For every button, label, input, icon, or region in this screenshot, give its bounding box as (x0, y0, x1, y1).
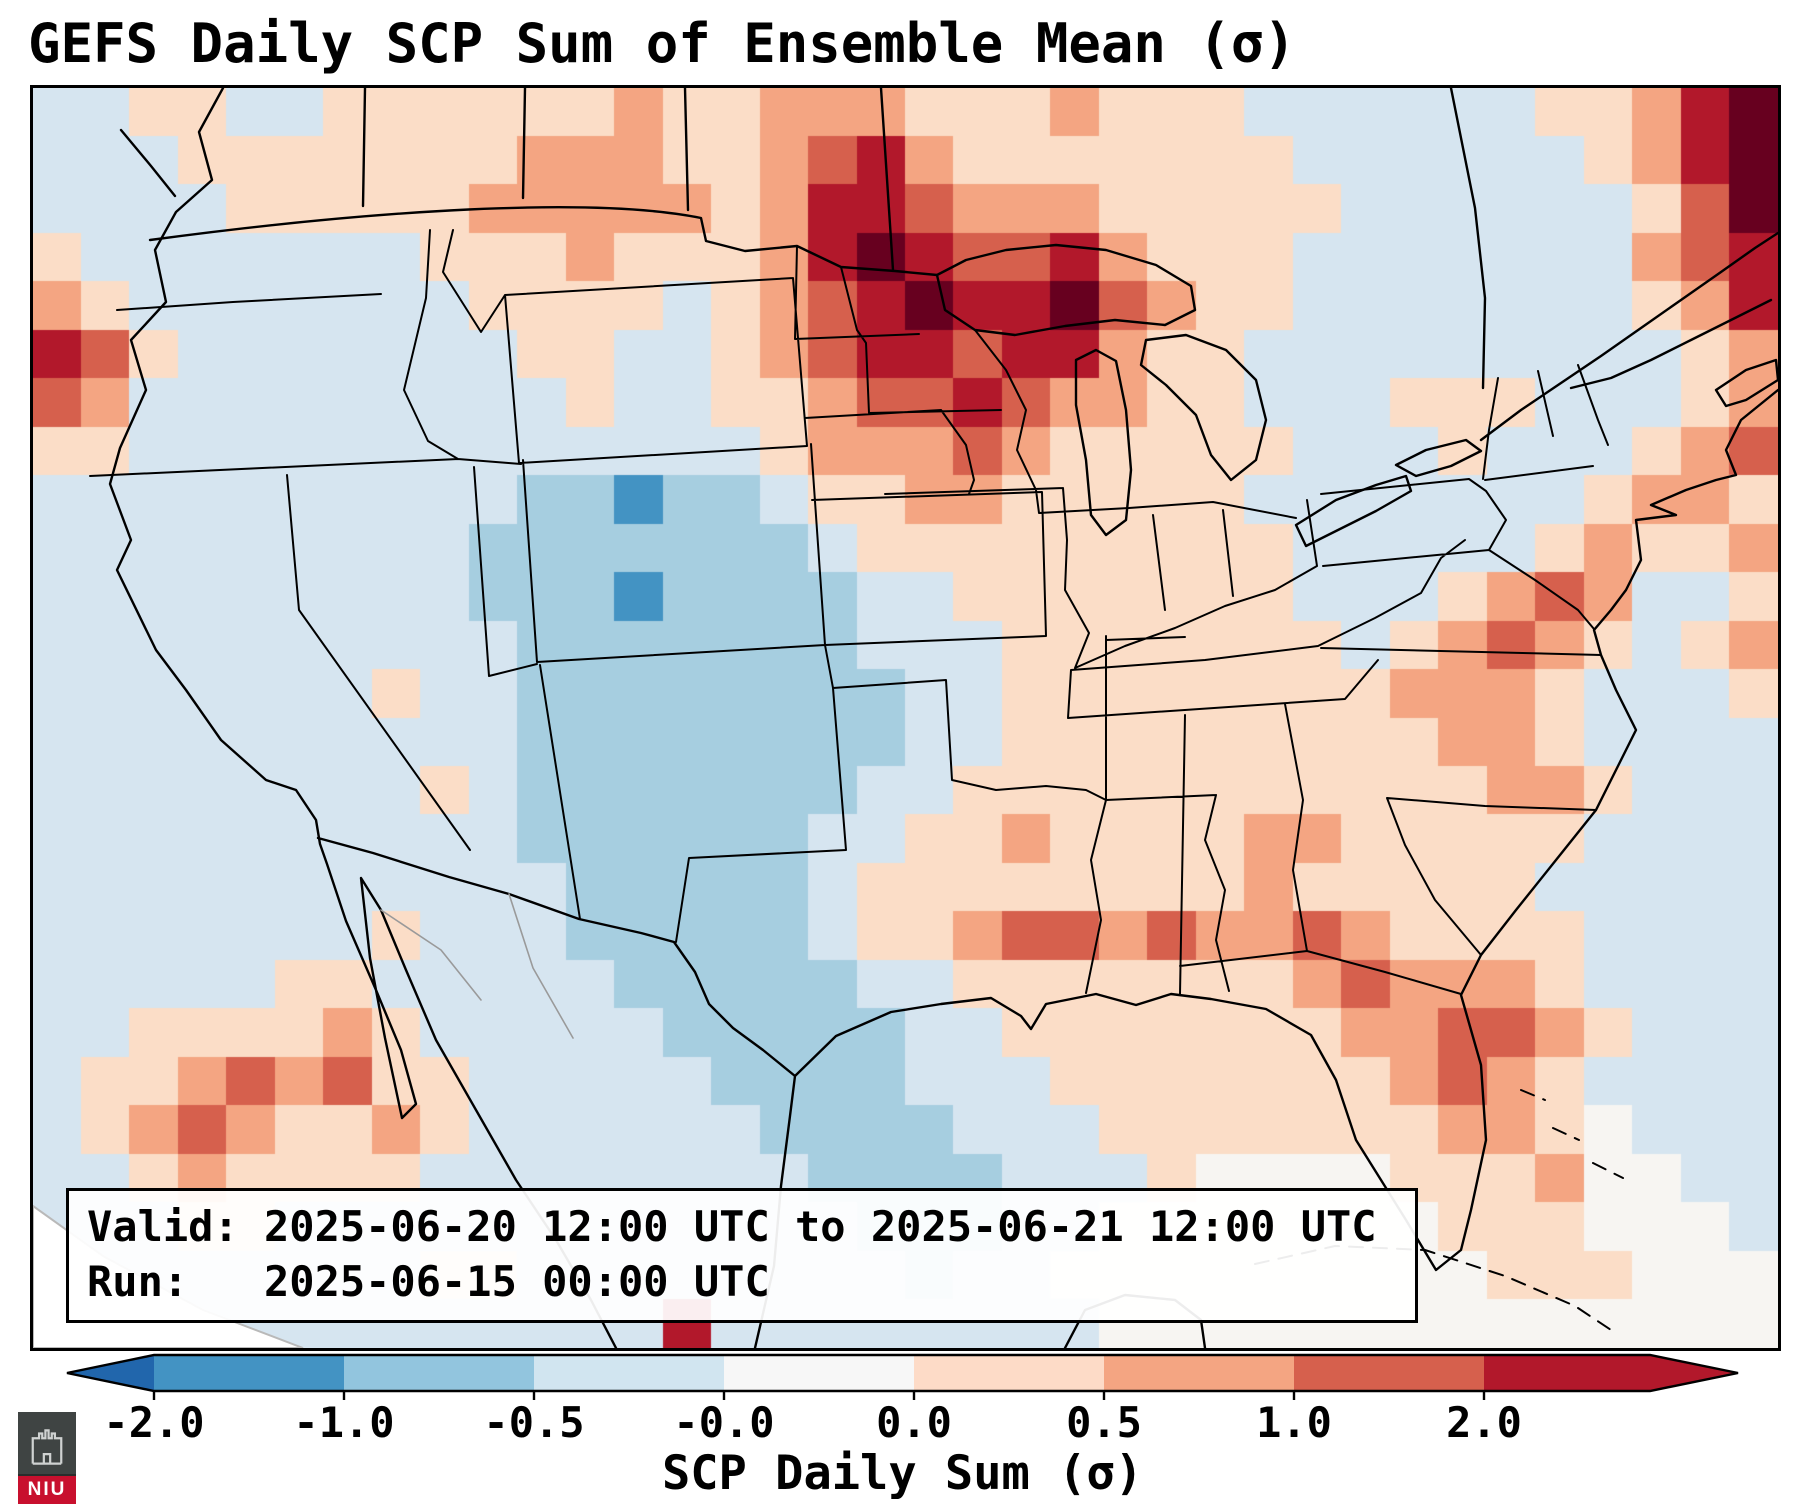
colorbar-tick-label: -0.5 (483, 1398, 585, 1447)
colorbar-tick-labels: -2.0 -1.0 -0.5 -0.0 0.0 0.5 1.0 2.0 (65, 1398, 1740, 1447)
colorbar-tick-label: 0.5 (1066, 1398, 1142, 1447)
colorbar (65, 1352, 1740, 1402)
colorbar-tick-label: 0.0 (876, 1398, 952, 1447)
mexico-gray-borders-path (380, 893, 574, 1039)
map-plot-area: Valid: 2025-06-20 12:00 UTC to 2025-06-2… (30, 85, 1781, 1351)
info-box: Valid: 2025-06-20 12:00 UTC to 2025-06-2… (66, 1188, 1418, 1323)
niu-logo-shield (18, 1412, 76, 1476)
colorbar-segment (534, 1355, 724, 1391)
colorbar-segment (914, 1355, 1104, 1391)
niu-logo-text: NIU (18, 1476, 76, 1504)
colorbar-tick-label: -2.0 (103, 1398, 205, 1447)
colorbar-tick-label: 1.0 (1256, 1398, 1332, 1447)
run-time-text: Run: 2025-06-15 00:00 UTC (87, 1257, 770, 1307)
colorbar-tick-label: -1.0 (293, 1398, 395, 1447)
colorbar-extend-high-rect (1484, 1355, 1651, 1391)
colorbar-segment (724, 1355, 914, 1391)
colorbar-axis-label: SCP Daily Sum (σ) (661, 1446, 1144, 1501)
great-lakes-path (935, 243, 1778, 548)
state-borders-path (89, 229, 1609, 995)
colorbar-segment (344, 1355, 534, 1391)
colorbar-tick-label: -0.0 (673, 1398, 775, 1447)
colorbar-svg (66, 1353, 1739, 1400)
niu-logo: NIU (18, 1412, 76, 1506)
figure-title: GEFS Daily SCP Sum of Ensemble Mean (σ) (28, 12, 1296, 75)
coastline-path (108, 88, 1778, 1348)
colorbar-extend-low-arrow (67, 1355, 154, 1391)
colorbar-segment (1294, 1355, 1484, 1391)
map-boundaries-overlay (33, 88, 1778, 1348)
colorbar-segment (1104, 1355, 1294, 1391)
canada-borders-path (148, 88, 1487, 390)
colorbar-tick-label: 2.0 (1446, 1398, 1522, 1447)
cuba-bahamas-dashed-path (1254, 1089, 1624, 1331)
colorbar-tickmarks (152, 1391, 1486, 1400)
colorbar-extend-high-arrow (1650, 1355, 1738, 1391)
valid-time-text: Valid: 2025-06-20 12:00 UTC to 2025-06-2… (87, 1202, 1377, 1251)
colorbar-segment (154, 1355, 344, 1391)
niu-castle-icon (31, 1429, 63, 1465)
